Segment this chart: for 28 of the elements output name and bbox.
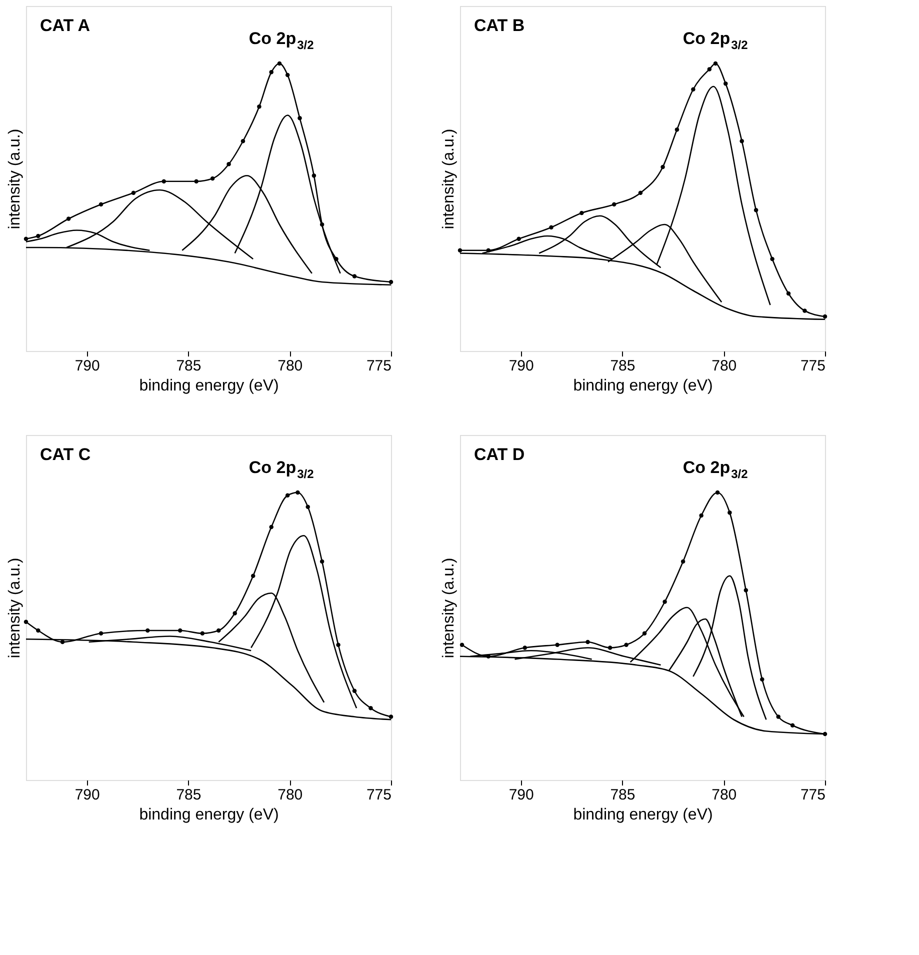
x-axis-title: binding energy (eV) [139, 806, 279, 824]
x-tick-label: 775 [800, 358, 826, 374]
text: CAT B [474, 16, 525, 35]
x-axis-title: binding energy (eV) [139, 378, 279, 394]
x-axis-title: binding energy (eV) [573, 806, 713, 824]
x-tick-label: 785 [176, 358, 202, 374]
text: CAT D [474, 445, 525, 464]
x-tick-label: 790 [74, 786, 100, 804]
y-axis-title: intensity (a.u.) [6, 128, 24, 230]
x-tick-label: 780 [278, 358, 303, 374]
x-tick-label: 775 [366, 786, 392, 804]
text: CAT C [40, 445, 91, 464]
x-tick-label: 780 [712, 358, 737, 374]
x-tick-label: 780 [712, 786, 737, 804]
x-tick-label: 790 [508, 786, 534, 804]
y-axis-title: intensity (a.u.) [440, 558, 458, 658]
x-tick-label: 780 [278, 786, 303, 804]
x-tick-label: 785 [610, 358, 636, 374]
x-tick-label: 785 [610, 786, 636, 804]
x-tick-label: 790 [508, 358, 534, 374]
x-tick-label: 790 [74, 358, 100, 374]
x-tick-label: 775 [800, 786, 826, 804]
y-axis-title: intensity (a.u.) [6, 558, 24, 658]
y-axis-title: intensity (a.u.) [440, 128, 458, 230]
x-tick-label: 775 [366, 358, 392, 374]
x-axis-title: binding energy (eV) [573, 378, 713, 394]
x-tick-label: 785 [176, 786, 202, 804]
text: CAT A [40, 16, 90, 35]
